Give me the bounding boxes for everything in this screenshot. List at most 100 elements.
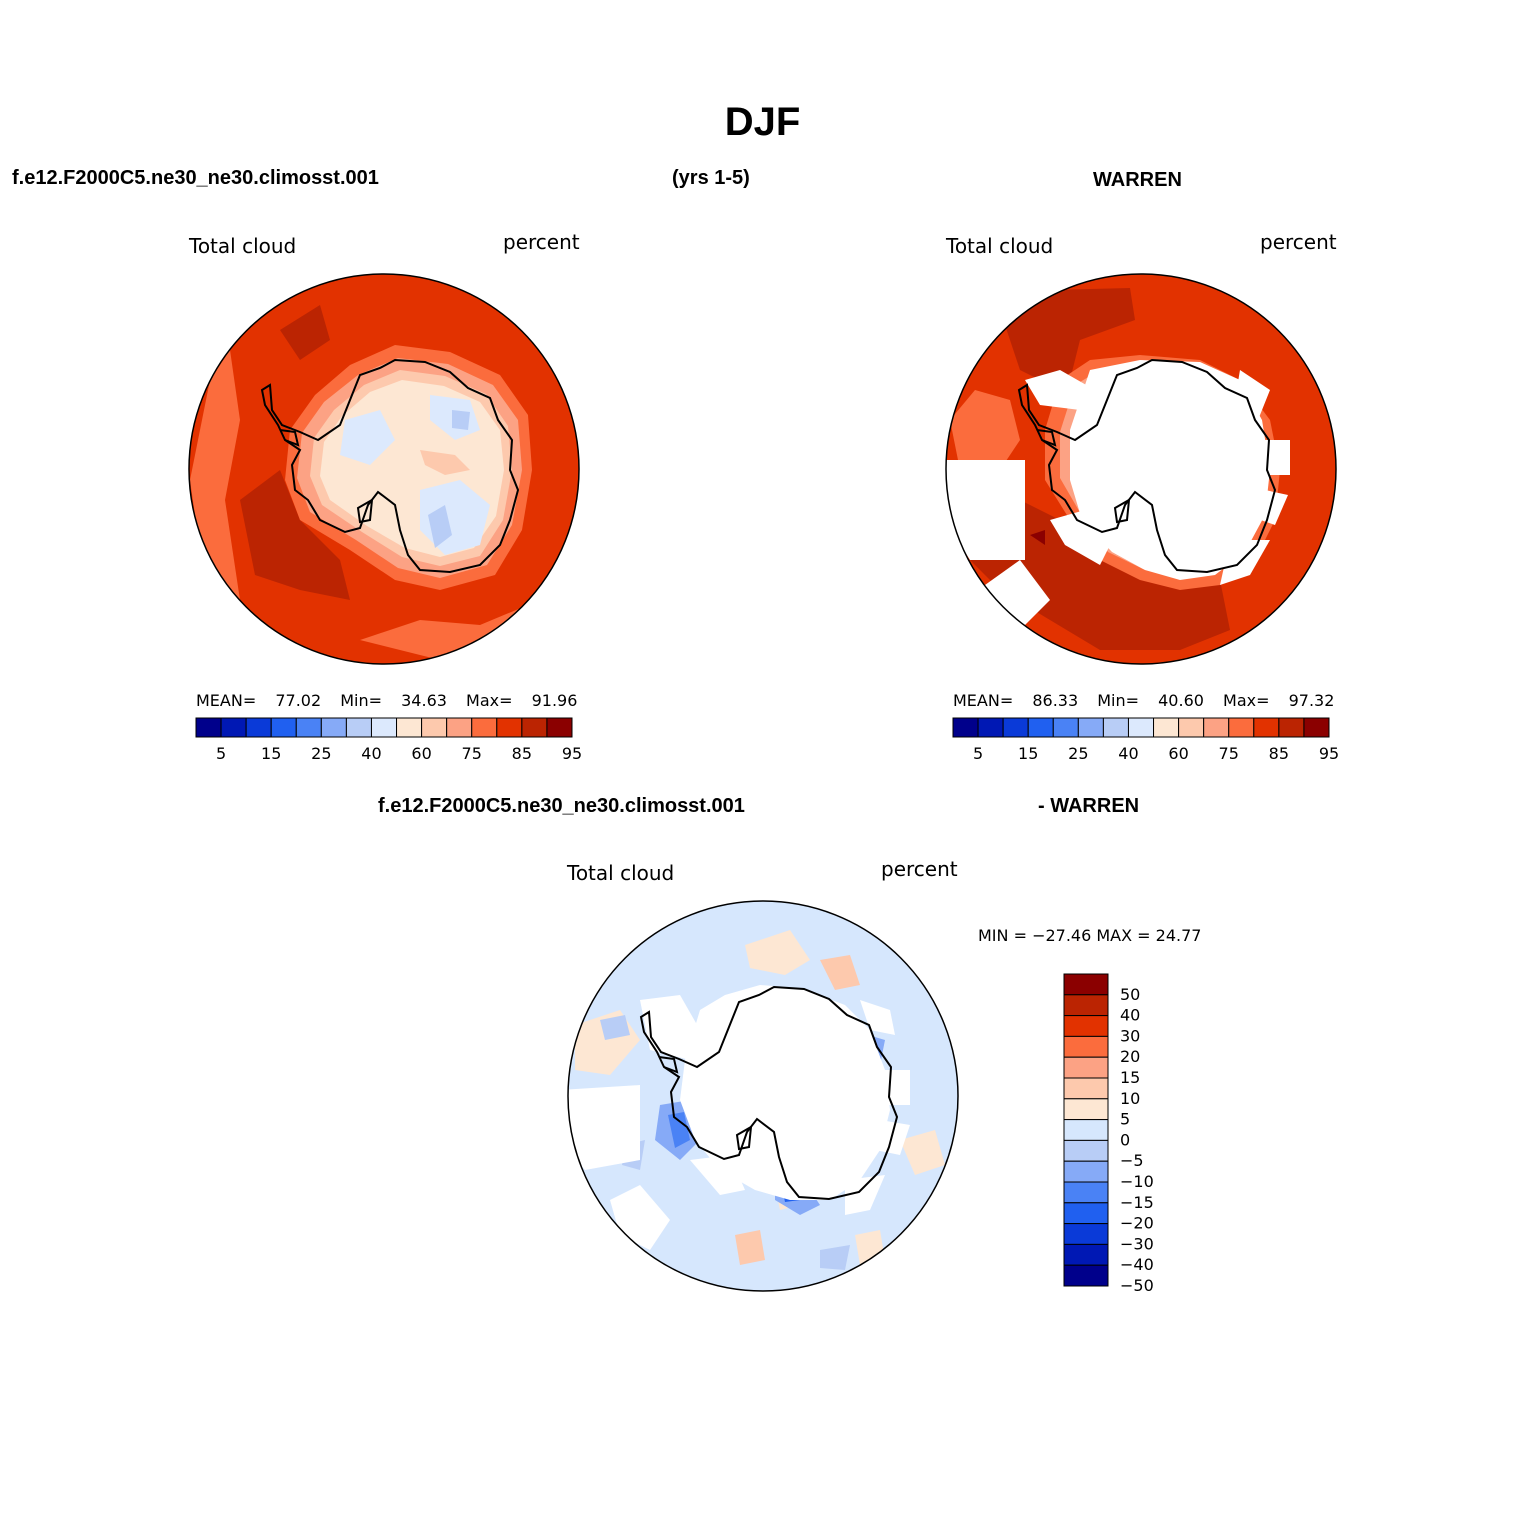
panel2-max-label: Max= — [1223, 691, 1270, 710]
panel2-colorbar-swatch — [1303, 717, 1330, 738]
panel2-colorbar-swatch — [1228, 717, 1255, 738]
panel3-colorbar-swatch — [1063, 1160, 1109, 1183]
panel3-positive-region — [745, 930, 810, 975]
panel3-colorbar-swatch — [1063, 973, 1109, 996]
panel1-colorbar-swatch — [270, 717, 297, 738]
panel3-colorbar-tick-label: 5 — [1120, 1110, 1130, 1129]
panel1-colorbar-swatch — [320, 717, 347, 738]
panel3-missing-data — [568, 1085, 640, 1170]
panel3-colorbar-tick-label: 10 — [1120, 1089, 1140, 1108]
panel2-variable-label: Total cloud — [946, 234, 1054, 258]
panel3-map — [568, 901, 958, 1291]
panel2-mean-label: MEAN= — [953, 691, 1014, 710]
panel3-colorbar-swatch — [1063, 1056, 1109, 1079]
panel3-negative-region — [820, 1245, 850, 1270]
panel2-missing-data — [946, 460, 1025, 560]
panel1-mean-value: 77.02 — [275, 691, 322, 710]
panel2-coastline — [1017, 358, 1277, 574]
panel1-colorbar-swatch — [195, 717, 222, 738]
panel2-max-value: 97.32 — [1288, 691, 1335, 710]
panel2-missing-data — [1265, 440, 1290, 475]
diff-case-b-label: - WARREN — [1038, 795, 1140, 817]
panel3-colorbar-swatch — [1063, 1139, 1109, 1162]
panel3-colorbar-tick-label: 20 — [1120, 1047, 1140, 1066]
panel2-colorbar-tick-label: 40 — [1118, 744, 1138, 763]
figure-title: DJF — [724, 100, 801, 144]
panel3-units-label: percent — [881, 857, 958, 881]
panel1-lower-cloud-spot — [452, 410, 470, 430]
panel3-missing-data — [880, 1070, 910, 1105]
panel2-colorbar-tick-label: 25 — [1068, 744, 1088, 763]
panel3-colorbar-swatch — [1063, 1035, 1109, 1058]
panel2-mean-value: 86.33 — [1032, 691, 1079, 710]
panel1-colorbar-tick-label: 15 — [261, 744, 281, 763]
panel1-moderate-cloud-spot — [420, 450, 470, 475]
panel1-map-border — [188, 273, 580, 665]
years-label: (yrs 1-5) — [672, 167, 750, 189]
panel1-map — [189, 274, 579, 664]
panel2-edge-region — [950, 390, 1020, 470]
panel1-high-cloud-region — [240, 470, 350, 600]
panel1-lower-cloud-spot — [428, 505, 452, 548]
panel2-map — [946, 274, 1336, 664]
panel2-colorbar-swatch — [1002, 717, 1029, 738]
panel3-colorbar-swatch — [1063, 994, 1109, 1017]
panel2-colorbar-tick-label: 60 — [1168, 744, 1188, 763]
panel1-max-value: 91.96 — [531, 691, 578, 710]
panel3-colorbar-tick-label: −40 — [1120, 1255, 1154, 1274]
panel3-missing-data — [690, 1155, 745, 1195]
panel2-colorbar-swatch — [1077, 717, 1104, 738]
panel3-variable-label: Total cloud — [567, 861, 675, 885]
panel3-colorbar-swatch — [1063, 1223, 1109, 1245]
panel3-negative-region — [600, 1015, 630, 1040]
panel1-colorbar-swatch — [521, 717, 548, 738]
panel2-colorbar-swatch — [977, 717, 1004, 738]
panel2-colorbar-swatch — [1253, 717, 1280, 738]
panel3-colorbar-tick-label: −30 — [1120, 1234, 1154, 1253]
panel2-colorbar-swatch — [1052, 717, 1079, 738]
panel3-colorbar-swatch — [1063, 1264, 1109, 1287]
panel1-variable-label: Total cloud — [189, 234, 297, 258]
panel2-missing-data — [1235, 370, 1270, 420]
panel2-colorbar-swatch — [1027, 717, 1054, 738]
panel1-high-cloud-region — [280, 305, 330, 360]
panel2-colorbar: 5 15 25 40 60 75 85 95 — [952, 717, 1339, 763]
panel2-colorbar-tick-label: 95 — [1319, 744, 1339, 763]
panel2-units-label: percent — [1260, 230, 1337, 254]
diff-case-a-label: f.e12.F2000C5.ne30_ne30.climosst.001 — [378, 795, 745, 817]
panel1-colorbar-swatch — [295, 717, 322, 738]
panel2-colorbar-swatch — [1102, 717, 1129, 738]
panel2-colorbar-swatch — [1127, 717, 1155, 738]
panel1-colorbar-swatch — [245, 717, 272, 738]
panel3-colorbar-tick-label: −50 — [1120, 1276, 1154, 1295]
panel2-max-cloud-spot — [1030, 530, 1045, 545]
panel2-missing-data — [1255, 490, 1288, 525]
panel2-colorbar-tick-label: 75 — [1219, 744, 1239, 763]
panel3-colorbar-swatch — [1063, 1098, 1109, 1121]
panel2-missing-data — [1025, 370, 1095, 410]
panel2-min-value: 40.60 — [1158, 691, 1204, 710]
panel2-colorbar-swatch — [1153, 717, 1180, 738]
panel3-colorbar-tick-label: 40 — [1120, 1006, 1140, 1025]
panel2-high-cloud-region — [1000, 288, 1135, 380]
panel2-colorbar-tick-label: 85 — [1269, 744, 1289, 763]
panel3-colorbar-swatch — [1063, 1015, 1109, 1037]
panel2-high-cloud-region — [960, 500, 1230, 650]
panel1-colorbar-swatch — [396, 717, 423, 738]
panel3-strong-negative-region — [668, 1112, 690, 1148]
panel1-colorbar-swatch — [421, 717, 448, 738]
panel3-colorbar-swatch — [1063, 1181, 1109, 1204]
panel1-max-label: Max= — [466, 691, 513, 710]
panel1-colorbar-swatch — [446, 717, 473, 738]
panel2-missing-data — [1070, 360, 1270, 580]
panel3-colorbar-tick-label: −10 — [1120, 1172, 1154, 1191]
panel3-positive-region — [735, 1230, 765, 1265]
panel1-case-label: f.e12.F2000C5.ne30_ne30.climosst.001 — [12, 167, 379, 189]
panel3-positive-region — [820, 955, 860, 990]
panel2-colorbar-swatch — [952, 717, 979, 738]
panel2-stats: MEAN= 86.33 Min= 40.60 Max= 97.32 — [953, 691, 1334, 710]
panel1-colorbar-tick-label: 85 — [512, 744, 532, 763]
panel3-colorbar-tick-label: −15 — [1120, 1193, 1154, 1212]
